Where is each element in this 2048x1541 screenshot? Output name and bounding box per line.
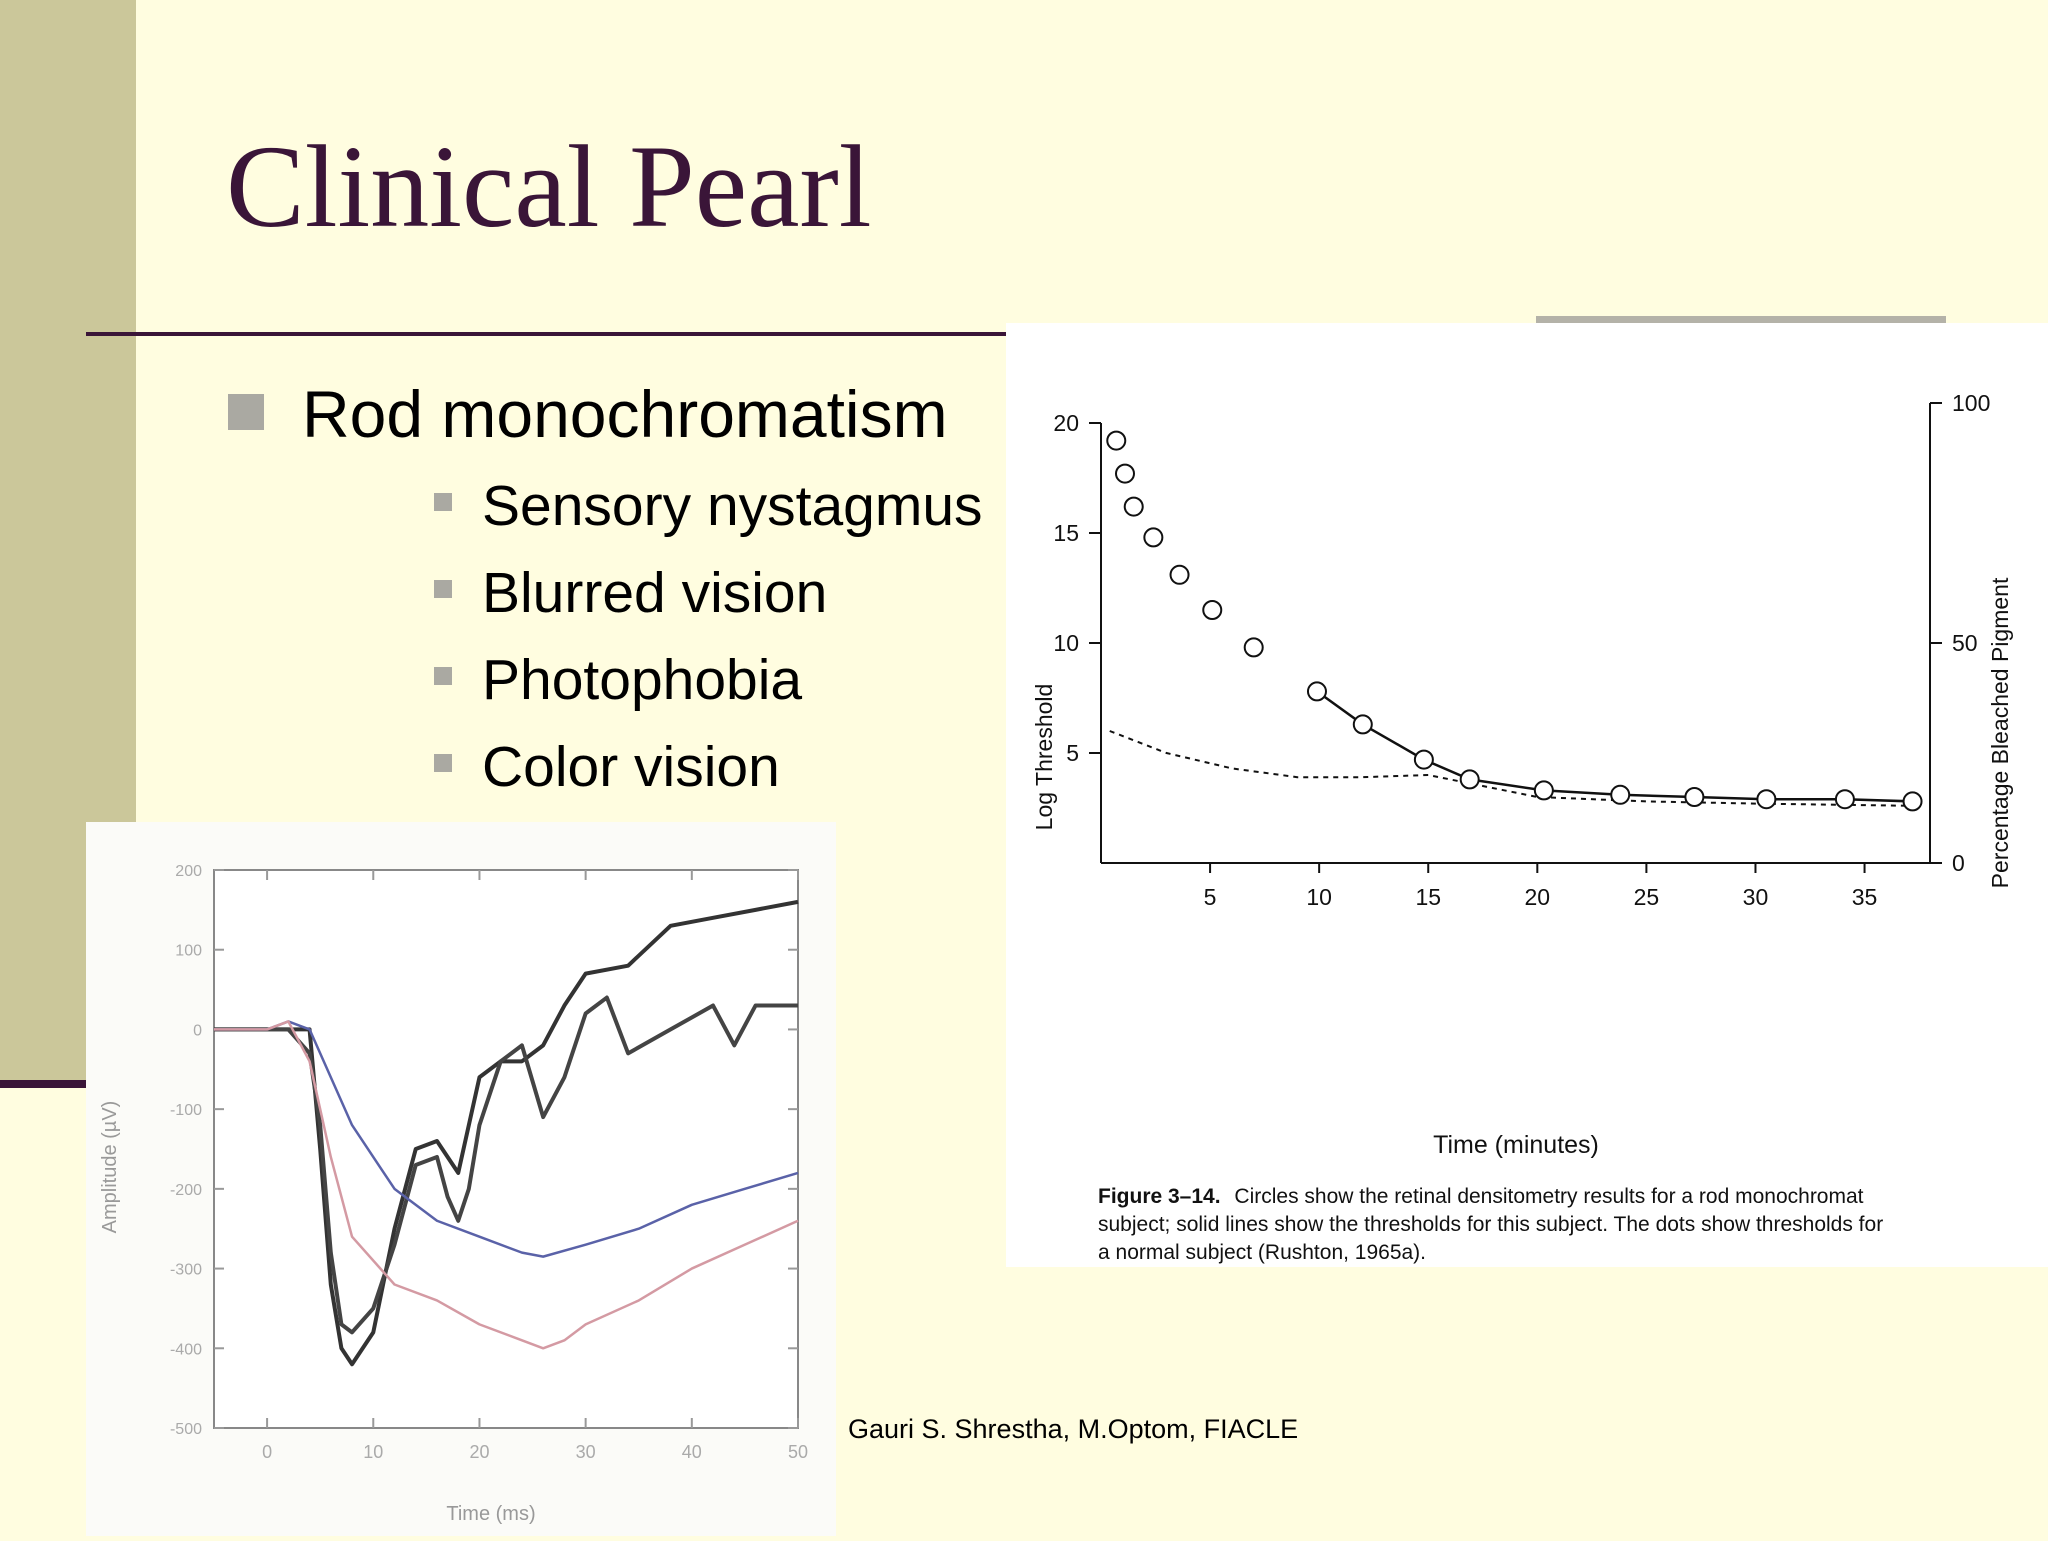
data-point <box>1202 600 1223 620</box>
data-point <box>1459 769 1480 790</box>
data-point <box>1123 496 1144 517</box>
y-tick-label: 10 <box>1053 630 1079 656</box>
y2-tick-label: 50 <box>1952 630 1978 656</box>
y-tick-label: 5 <box>1066 740 1079 766</box>
data-point <box>1756 789 1777 810</box>
x-tick-label: 20 <box>1525 884 1551 910</box>
x-tick-label: 30 <box>1743 884 1769 910</box>
sub-bullet-square-icon <box>434 754 452 772</box>
x-tick-label: 10 <box>1306 884 1332 910</box>
data-point <box>1306 681 1327 702</box>
data-point <box>1834 789 1855 810</box>
data-point <box>1684 787 1705 807</box>
sidebar-accent <box>0 1080 96 1088</box>
y-tick-label: -500 <box>170 1421 202 1438</box>
sub-bullet-square-icon <box>434 493 452 511</box>
caption-line: Circles show the retinal densitometry re… <box>1234 1185 1863 1208</box>
y2-tick-label: 0 <box>1952 850 1965 876</box>
x-tick-label: 25 <box>1634 884 1660 910</box>
x-axis-label: Time (minutes) <box>1433 1131 1599 1159</box>
x-tick-label: 10 <box>363 1442 383 1462</box>
sub-bullet: Photophobia <box>482 648 803 712</box>
figure-caption: Figure 3–14. Circles show the retinal de… <box>1098 1185 1864 1208</box>
erg-figure: 0 10 20 30 40 50 200 100 0 -100 -200 -300 -400 -500 T… <box>86 822 836 1536</box>
caption-line: subject; solid lines show the thresholds… <box>1098 1213 1883 1236</box>
data-point <box>1610 784 1631 805</box>
y-tick-label: 0 <box>193 1022 202 1039</box>
dark-adaptation-chart: 5 10 15 20 25 30 35 5 10 15 20 0 50 100 Time (minutes… <box>1031 390 2013 1264</box>
y-tick-label: -200 <box>170 1182 202 1199</box>
sub-bullet: Color vision <box>482 735 780 799</box>
sub-bullet-square-icon <box>434 580 452 598</box>
y-axis-label: Amplitude (µV) <box>99 1101 121 1234</box>
author-credit: Gauri S. Shrestha, M.Optom, FIACLE <box>848 1414 1299 1444</box>
caption-line: a normal subject (Rushton, 1965a). <box>1098 1241 1426 1264</box>
y-tick-label: -300 <box>170 1262 202 1279</box>
data-point <box>1352 714 1373 735</box>
data-point <box>1533 780 1554 801</box>
erg-chart: 0 10 20 30 40 50 200 100 0 -100 -200 -300 -400 -500 T… <box>99 863 808 1525</box>
normal-threshold-line <box>1109 730 1913 807</box>
y-tick-label: -100 <box>170 1102 202 1119</box>
plot-frame <box>213 869 799 1429</box>
x-axis-label: Time (ms) <box>446 1503 535 1525</box>
x-tick-label: 20 <box>469 1442 489 1462</box>
erg-trace <box>214 1020 799 1258</box>
gray-divider <box>1536 316 1946 323</box>
data-point <box>1902 791 1923 812</box>
sub-bullet: Sensory nystagmus <box>482 474 983 538</box>
data-point <box>1106 430 1127 451</box>
y-tick-label: 200 <box>175 863 202 880</box>
erg-trace <box>214 995 798 1335</box>
slide-title: Clinical Pearl <box>226 121 872 252</box>
x-tick-label: 0 <box>262 1442 272 1462</box>
caption-label: Figure 3–14. <box>1098 1185 1221 1208</box>
y-tick-label: 20 <box>1053 410 1079 436</box>
y-tick-label: -400 <box>170 1341 202 1358</box>
y-axis-label: Log Threshold <box>1031 684 1057 831</box>
erg-trace <box>214 899 799 1367</box>
monochromat-threshold-line <box>1316 690 1913 803</box>
x-tick-label: 15 <box>1415 884 1441 910</box>
x-tick-label: 50 <box>788 1442 808 1462</box>
bullet-square-icon <box>228 394 264 430</box>
dark-adaptation-figure: 5 10 15 20 25 30 35 5 10 15 20 0 50 100 Time (minutes… <box>1006 323 2048 1267</box>
y-tick-label: 15 <box>1053 520 1079 546</box>
data-point <box>1169 564 1190 585</box>
x-tick-label: 5 <box>1204 884 1217 910</box>
data-point <box>1413 749 1434 770</box>
bullet-main: Rod monochromatism <box>302 377 948 451</box>
erg-trace <box>214 1020 799 1350</box>
y2-tick-label: 100 <box>1952 390 1990 416</box>
sub-bullet-square-icon <box>434 667 452 685</box>
x-tick-label: 35 <box>1852 884 1878 910</box>
data-point <box>1114 463 1135 484</box>
y2-axis-label: Percentage Bleached Pigment <box>1987 577 2013 888</box>
title-divider <box>86 332 1006 336</box>
data-point <box>1143 527 1164 548</box>
data-point <box>1243 637 1264 658</box>
x-tick-label: 40 <box>682 1442 702 1462</box>
sub-bullet: Blurred vision <box>482 561 828 625</box>
x-tick-label: 30 <box>576 1442 596 1462</box>
y-tick-label: 100 <box>175 943 202 960</box>
